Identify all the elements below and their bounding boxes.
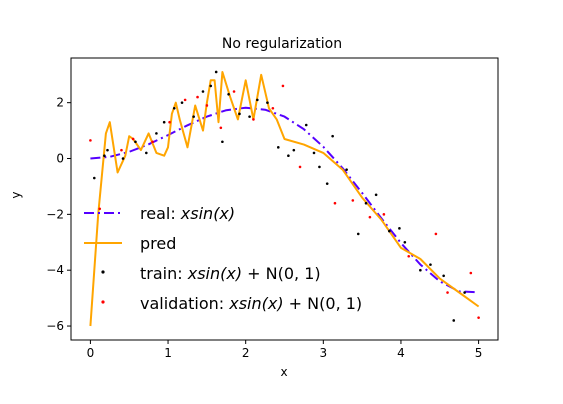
validation-point	[131, 137, 135, 141]
validation-point	[351, 199, 355, 202]
x-tick-label: 3	[319, 346, 327, 360]
train-point	[452, 319, 456, 322]
train-point	[364, 201, 368, 205]
train-point	[155, 132, 158, 135]
legend-validation-marker	[101, 300, 105, 304]
train-point	[248, 115, 251, 118]
train-point	[388, 229, 391, 233]
train-point	[266, 101, 269, 104]
y-tick-label: −2	[46, 207, 64, 221]
legend-real-label: real: xsin(x)	[140, 204, 235, 223]
validation-point	[333, 201, 337, 205]
train-point	[345, 168, 348, 171]
validation-point	[298, 165, 302, 169]
validation-point	[89, 139, 92, 142]
series-pred	[89, 71, 480, 327]
train-point	[331, 134, 334, 138]
series-layer	[89, 70, 480, 327]
train-point	[429, 263, 432, 266]
plot-frame	[70, 57, 499, 341]
train-point	[325, 182, 329, 185]
x-tick-label: 2	[242, 346, 250, 360]
train-point	[419, 268, 422, 272]
legend-pred-label: pred	[140, 234, 176, 253]
train-point	[214, 70, 218, 74]
train-point	[292, 148, 296, 152]
train-point	[463, 291, 466, 294]
train-point	[180, 101, 184, 104]
validation-point	[477, 316, 480, 319]
train-point	[227, 92, 230, 96]
train-point	[256, 98, 259, 102]
series-validation	[89, 84, 480, 319]
series-real	[90, 106, 479, 294]
y-tick-label: −6	[46, 319, 64, 333]
legend-train-label: train: xsin(x) + N(0, 1)	[140, 264, 321, 283]
plot-area: 0 1 2 3 4 5 −6 −4 −2 0 2	[46, 57, 499, 360]
validation-point	[281, 84, 285, 88]
validation-point	[407, 254, 411, 258]
validation-point	[219, 126, 223, 130]
x-tick-label: 0	[87, 346, 95, 360]
train-point	[318, 165, 321, 169]
legend-train-marker	[101, 270, 105, 274]
validation-point	[446, 291, 449, 294]
train-point	[201, 90, 205, 93]
x-axis-label: x	[280, 365, 287, 379]
real-line	[90, 106, 479, 294]
validation-point	[232, 90, 236, 93]
validation-point	[205, 104, 209, 107]
validation-point	[151, 140, 154, 144]
ticks-layer: 0 1 2 3 4 5 −6 −4 −2 0 2	[46, 96, 482, 360]
legend: real: xsin(x) pred train: xsin(x) + N(0,…	[84, 204, 362, 313]
train-point	[221, 140, 224, 144]
y-tick-label: 0	[56, 152, 64, 166]
validation-point	[434, 232, 438, 236]
train-point	[172, 106, 176, 110]
train-point	[238, 112, 241, 116]
train-point	[374, 193, 378, 197]
x-tick-label: 4	[397, 346, 405, 360]
train-point	[304, 123, 308, 127]
train-point	[145, 151, 148, 155]
train-point	[287, 154, 290, 158]
validation-point	[183, 98, 187, 102]
train-point	[192, 115, 195, 118]
series-train	[92, 70, 466, 322]
x-tick-label: 5	[475, 346, 483, 360]
train-point	[398, 227, 401, 230]
train-point	[103, 154, 106, 158]
legend-validation-label: validation: xsin(x) + N(0, 1)	[140, 294, 362, 313]
validation-point	[469, 271, 473, 275]
train-point	[121, 157, 125, 160]
validation-point	[120, 148, 123, 152]
train-point	[356, 232, 360, 236]
validation-point	[368, 215, 372, 219]
train-point	[134, 140, 137, 144]
train-point	[162, 120, 166, 124]
train-point	[276, 146, 280, 149]
pred-line	[89, 71, 480, 327]
train-point	[209, 84, 213, 88]
train-point	[312, 151, 316, 155]
validation-point	[252, 118, 255, 121]
validation-point	[196, 95, 199, 99]
validation-point	[271, 106, 275, 110]
validation-point	[168, 120, 171, 124]
y-tick-label: −4	[46, 263, 64, 277]
validation-point	[98, 207, 102, 211]
train-point	[92, 176, 96, 180]
train-point	[403, 240, 407, 244]
chart-title: No regularization	[222, 36, 342, 52]
validation-point	[382, 213, 386, 216]
x-tick-label: 1	[164, 346, 172, 360]
train-point	[442, 274, 445, 278]
train-point	[106, 148, 109, 152]
y-tick-label: 2	[56, 96, 64, 110]
y-axis-label: y	[9, 191, 23, 198]
